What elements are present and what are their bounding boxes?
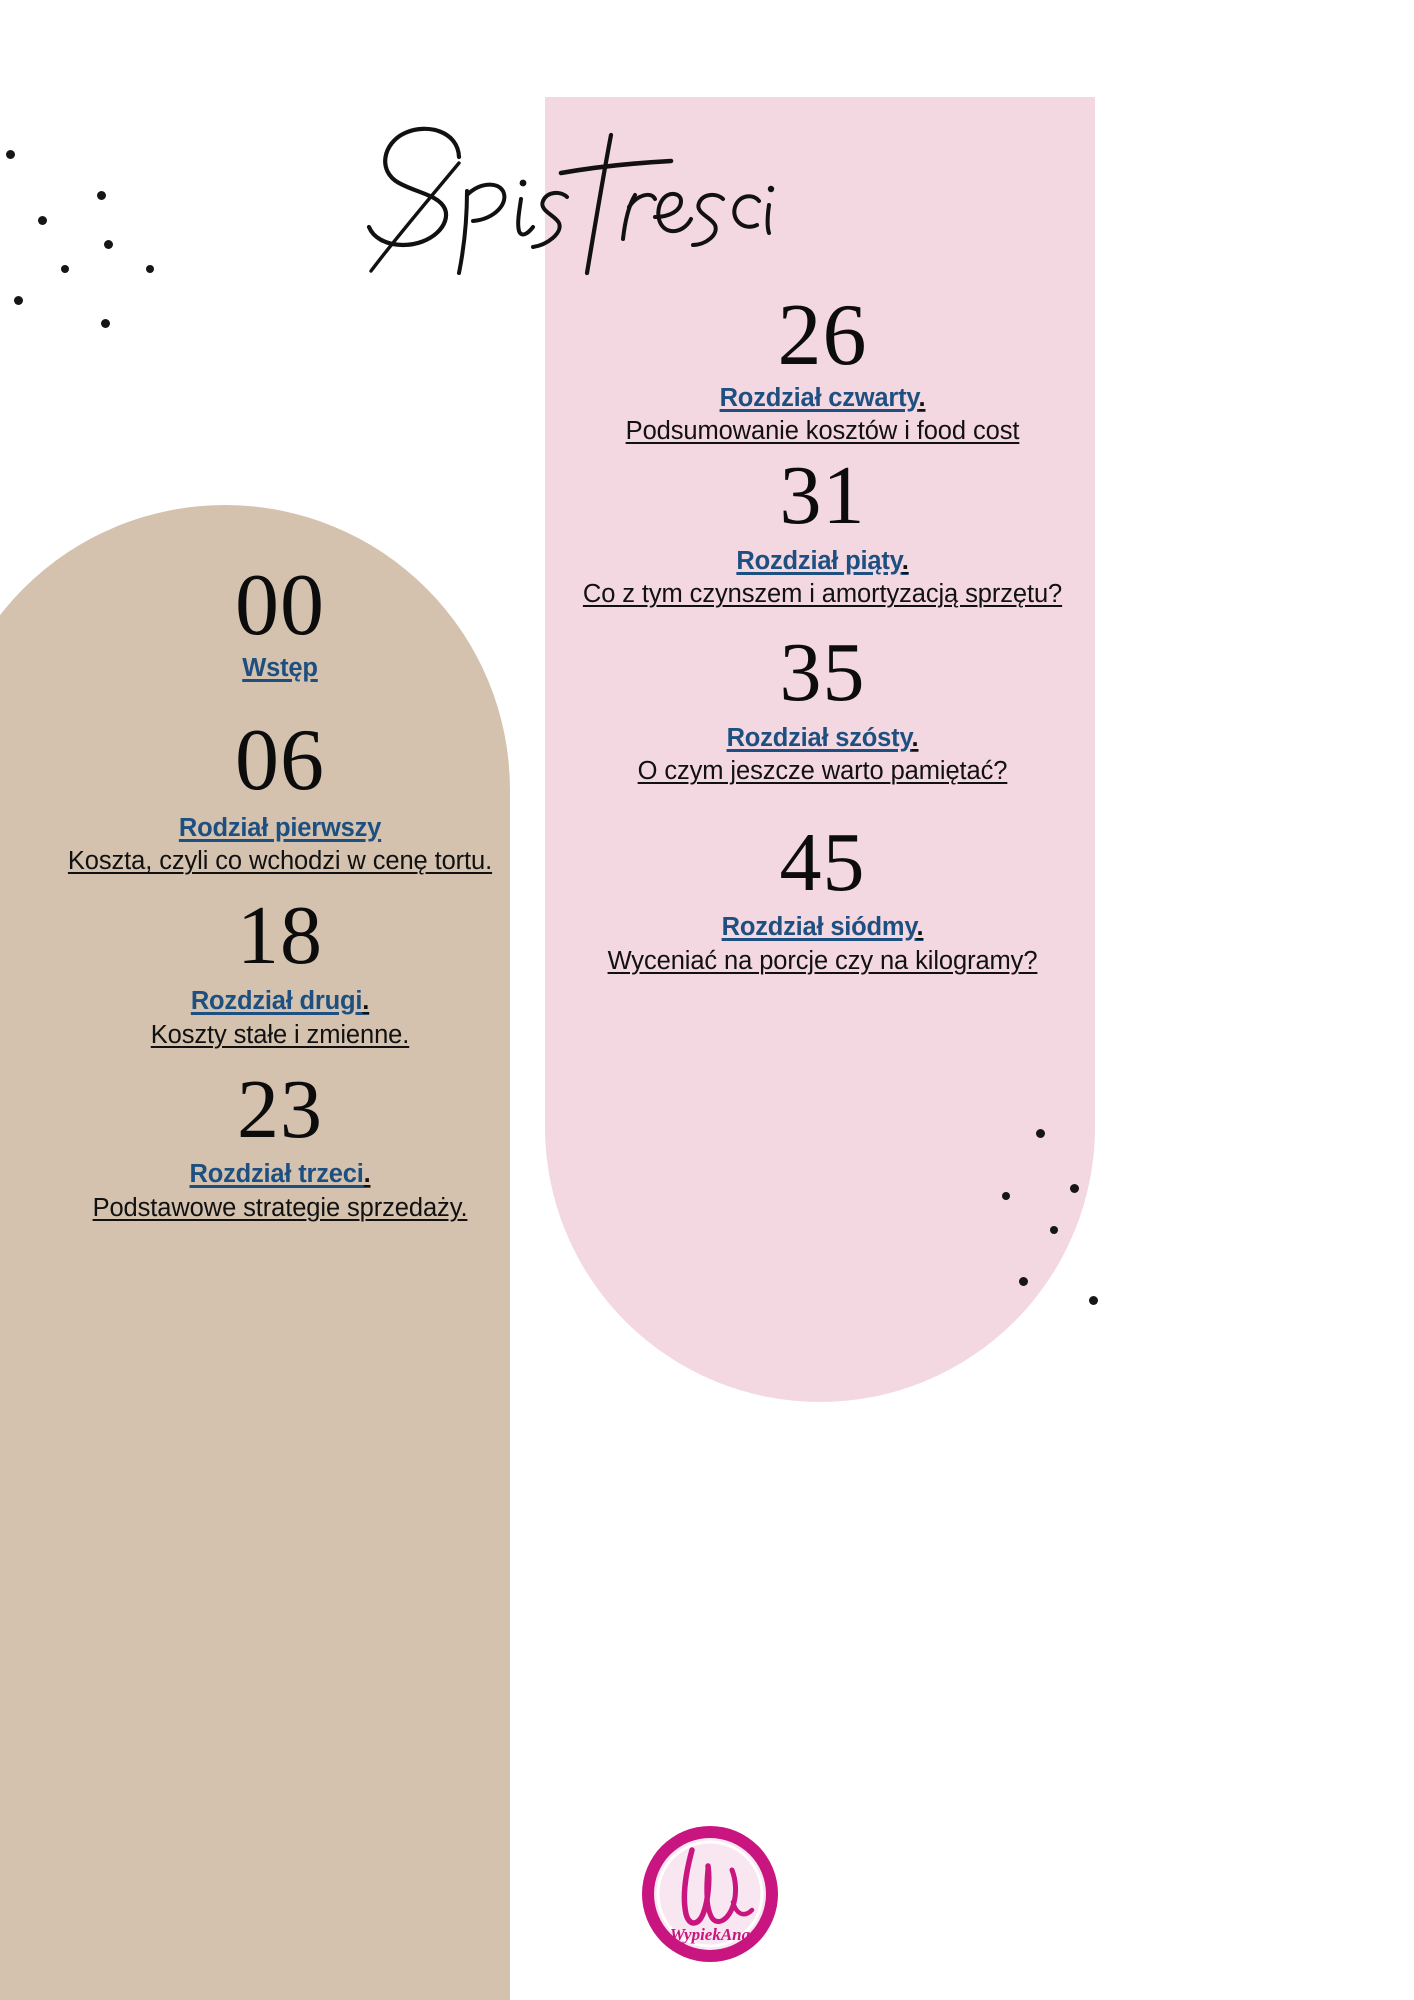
chapter-title: Rozdział siódmy — [721, 912, 917, 941]
entry-chapter-link[interactable]: Rozdział piąty. — [555, 545, 1090, 579]
chapter-title: Rodział pierwszy — [178, 813, 382, 842]
decor-dot — [61, 265, 69, 273]
chapter-title: Rozdział piąty — [736, 546, 902, 575]
entry-number: 00 — [235, 557, 325, 654]
chapter-suffix: . — [911, 723, 919, 752]
entry-number: 45 — [779, 815, 866, 909]
decor-dot — [38, 216, 47, 225]
decor-dot — [1070, 1184, 1079, 1193]
entry-description: Podsumowanie kosztów i food cost — [625, 417, 1020, 446]
chapter-suffix: . — [916, 912, 924, 941]
pink-content-panel — [545, 97, 1095, 1402]
decor-dot — [1036, 1129, 1045, 1138]
logo-wordmark: WypiekAna — [670, 1925, 751, 1944]
brand-logo: WypiekAna — [640, 1822, 780, 1970]
beige-content-panel — [0, 505, 510, 2000]
decor-dot — [1019, 1277, 1028, 1286]
toc-right-column: 26 Rozdział czwarty. Podsumowanie kosztó… — [555, 290, 1090, 982]
entry-chapter-link[interactable]: Rozdział trzeci. — [0, 1158, 560, 1192]
entry-number: 23 — [237, 1062, 323, 1156]
toc-entry[interactable]: 26 Rozdział czwarty. Podsumowanie kosztó… — [555, 290, 1090, 448]
decor-dot — [1050, 1226, 1058, 1234]
entry-number: 31 — [779, 449, 866, 543]
entry-chapter-link[interactable]: Rozdział siódmy. — [555, 911, 1090, 945]
chapter-suffix: . — [918, 383, 926, 412]
toc-entry[interactable]: 45 Rozdział siódmy. Wyceniać na porcje c… — [555, 815, 1090, 978]
entry-chapter-link[interactable]: Rodział pierwszy — [0, 812, 560, 846]
entry-number: 06 — [235, 712, 325, 810]
decor-dot — [146, 265, 154, 273]
decor-dot — [1002, 1192, 1010, 1200]
entry-number: 18 — [237, 889, 323, 983]
entry-chapter-link[interactable]: Rozdział szósty. — [555, 722, 1090, 756]
chapter-title: Wstęp — [242, 653, 318, 682]
chapter-title: Rozdział drugi — [190, 986, 363, 1015]
entry-description: Koszta, czyli co wchodzi w cenę tortu. — [67, 847, 493, 876]
entry-description: Co z tym czynszem i amortyzacją sprzętu? — [582, 580, 1063, 609]
toc-entry[interactable]: 35 Rozdział szósty. O czym jeszcze warto… — [555, 629, 1090, 788]
chapter-title: Rozdział czwarty — [719, 383, 919, 412]
toc-entry[interactable]: 31 Rozdział piąty. Co z tym czynszem i a… — [555, 452, 1090, 611]
chapter-suffix: . — [362, 986, 370, 1015]
toc-entry[interactable]: 23 Rozdział trzeci. Podstawowe strategie… — [0, 1062, 560, 1225]
toc-entry[interactable]: 18 Rozdział drugi. Koszty stałe i zmienn… — [0, 892, 560, 1051]
entry-chapter-link[interactable]: Wstęp — [0, 652, 560, 686]
entry-chapter-link[interactable]: Rozdział czwarty. — [555, 382, 1090, 416]
decor-dot — [6, 150, 15, 159]
entry-description: Koszty stałe i zmienne. — [150, 1020, 410, 1049]
chapter-title: Rozdział trzeci — [189, 1160, 364, 1188]
chapter-title: Rozdział szósty — [726, 723, 912, 752]
page-title — [355, 95, 775, 276]
entry-description: Wyceniać na porcje czy na kilogramy? — [607, 946, 1038, 975]
entry-number: 35 — [779, 626, 866, 720]
entry-description: O czym jeszcze warto pamiętać? — [637, 757, 1008, 786]
decor-dot — [97, 191, 106, 200]
toc-entry[interactable]: 00 Wstęp — [0, 560, 560, 685]
decor-dot — [14, 296, 23, 305]
chapter-suffix: . — [363, 1160, 371, 1188]
entry-description: Podstawowe strategie sprzedaży. — [92, 1193, 468, 1222]
chapter-suffix: . — [901, 546, 909, 575]
entry-chapter-link[interactable]: Rozdział drugi. — [0, 985, 560, 1019]
toc-left-column: 00 Wstęp 06 Rodział pierwszy Koszta, czy… — [0, 560, 560, 1229]
toc-entry[interactable]: 06 Rodział pierwszy Koszta, czyli co wch… — [0, 715, 560, 878]
decor-dot — [104, 240, 113, 249]
decor-dot — [101, 319, 110, 328]
entry-number: 26 — [777, 287, 868, 384]
decor-dot — [1089, 1296, 1098, 1305]
